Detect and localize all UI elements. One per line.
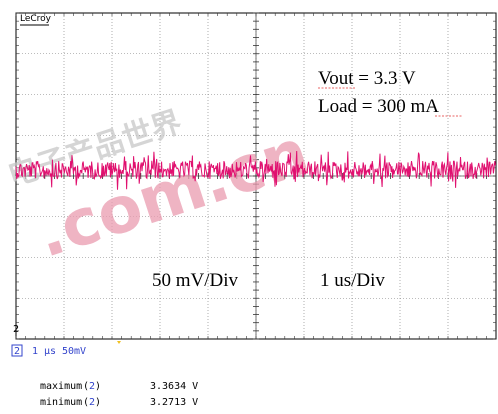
measurement-row: minimum ( 2 ) 3.2713 V xyxy=(40,397,198,408)
measurement-channel: 2 xyxy=(89,381,95,392)
signal-trace xyxy=(15,150,496,190)
measurement-value: 3.3634 V xyxy=(150,381,198,392)
channel-badge xyxy=(11,344,23,357)
svg-text:(: ( xyxy=(83,397,89,408)
measurement-label: minimum xyxy=(40,397,82,408)
channel-badge-label: 2 xyxy=(14,346,20,357)
svg-text:): ) xyxy=(95,381,101,392)
measurement-value: 3.2713 V xyxy=(150,397,198,408)
measurement-channel: 2 xyxy=(89,397,95,408)
measurement-label: maximum xyxy=(40,381,82,392)
horizontal-scale-annotation: 1 us/Div xyxy=(320,270,385,291)
vout-annotation: Vout = 3.3 V xyxy=(318,68,416,89)
time-per-div-readout: 1 µs xyxy=(32,346,56,357)
svg-text:(: ( xyxy=(83,381,89,392)
vertical-scale-annotation: 50 mV/Div xyxy=(152,270,239,291)
brand-logo: LeCroy xyxy=(20,14,52,24)
svg-text:): ) xyxy=(95,397,101,408)
volts-per-div-readout: 50mV xyxy=(62,346,86,357)
trigger-marker xyxy=(117,341,121,344)
load-annotation: Load = 300 mA xyxy=(318,96,439,117)
measurement-row: maximum ( 2 ) 3.3634 V xyxy=(40,381,198,392)
channel-marker: 2 xyxy=(13,324,19,335)
